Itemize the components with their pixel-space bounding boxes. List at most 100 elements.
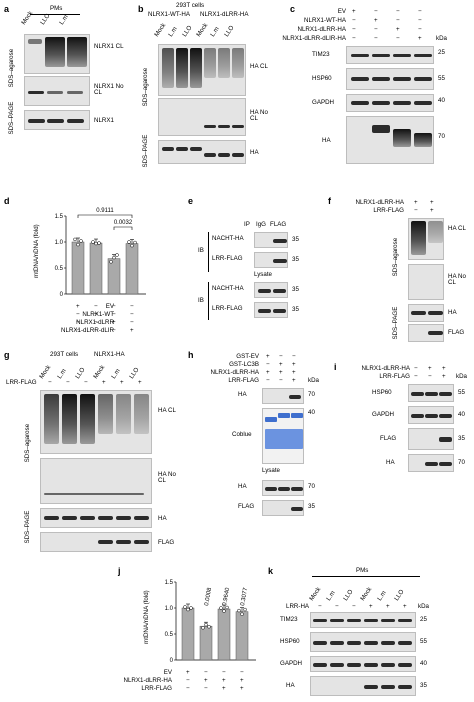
sign: + xyxy=(186,669,190,676)
sign: + xyxy=(222,685,226,692)
sign: + xyxy=(430,199,434,206)
panel-letter: g xyxy=(4,350,10,360)
sign: − xyxy=(112,303,116,310)
y-tick-label: 0.5 xyxy=(165,632,174,638)
sign: + xyxy=(279,369,283,376)
data-point xyxy=(189,606,193,610)
kda-unit: kDa xyxy=(418,603,430,610)
sign: + xyxy=(386,603,390,610)
kda-marker: 70 xyxy=(308,483,315,490)
panel-letter: j xyxy=(118,566,121,576)
sign: − xyxy=(428,373,432,380)
blot-image xyxy=(408,218,444,260)
sign: + xyxy=(204,677,208,684)
blot-label: Coblue xyxy=(232,431,252,438)
data-point xyxy=(219,606,223,610)
condition-label: NLRX1-dLRR-dLIR-HA xyxy=(282,35,346,42)
data-point xyxy=(109,260,113,264)
data-point xyxy=(222,609,226,613)
header-line xyxy=(30,14,80,15)
condition-label: LRR-FLAG xyxy=(373,207,404,214)
sign: + xyxy=(352,8,356,15)
blot-image xyxy=(408,324,444,342)
blot-image xyxy=(346,68,434,90)
blot-header: NLRX1-dLRR-HA xyxy=(200,11,249,18)
condition-label: NLRX1-dLRR-dLIR xyxy=(61,327,114,334)
blot-label: HA CL xyxy=(448,225,466,232)
lane-label: Mock xyxy=(92,363,107,381)
side-label: SDS–PAGE xyxy=(7,101,15,135)
y-tick-label: 0 xyxy=(60,292,64,298)
sign: − xyxy=(94,303,98,310)
blot-image xyxy=(310,676,416,696)
blot-label: NLRX1 No CL xyxy=(94,83,124,97)
kda-marker: 35 xyxy=(292,306,299,313)
sign: + xyxy=(430,207,434,214)
condition-label: NLRX1-WT xyxy=(82,311,114,318)
sign: + xyxy=(396,26,400,33)
ib-label: IB xyxy=(198,247,204,254)
sign: − xyxy=(335,603,339,610)
blot-header: PMs xyxy=(356,567,369,574)
data-point xyxy=(79,239,83,243)
blot-image xyxy=(262,408,304,464)
blot-image xyxy=(254,232,288,248)
panel-letter: a xyxy=(4,4,10,14)
lane-label: Mock xyxy=(153,21,168,39)
data-point xyxy=(73,237,77,242)
blot-image xyxy=(158,98,246,136)
sign: + xyxy=(138,379,142,386)
blot-label: NLRX1 xyxy=(94,117,114,124)
bar xyxy=(217,608,231,661)
data-point xyxy=(225,605,229,610)
data-point xyxy=(76,242,80,247)
blot-image xyxy=(408,406,454,424)
kda-marker: 35 xyxy=(292,286,299,293)
kda-marker: 35 xyxy=(458,435,465,442)
sign: − xyxy=(352,35,356,42)
blot-label: FLAG xyxy=(380,435,397,442)
blot-label: HA xyxy=(386,459,395,466)
sign: − xyxy=(279,377,283,384)
sign: + xyxy=(102,379,106,386)
sign: + xyxy=(292,369,296,376)
condition-label: LRR-HA xyxy=(286,603,310,610)
blot-image xyxy=(158,44,246,96)
lane-label: Mock xyxy=(38,363,53,381)
bar-chart: 0 0.5 1.0 1.5 0.0008 0.9640 0.3077 xyxy=(165,580,256,664)
sign: − xyxy=(94,319,98,326)
lane-label: L.m xyxy=(58,13,70,27)
kda-marker: 55 xyxy=(420,638,427,645)
blot-image xyxy=(40,458,152,504)
kda-unit: kDa xyxy=(436,35,448,42)
condition-label: GST-EV xyxy=(236,353,259,360)
blot-image xyxy=(254,302,288,318)
sign: + xyxy=(94,311,98,318)
lane-label: LLO xyxy=(393,588,406,603)
p-value: 0.9640 xyxy=(222,587,231,607)
sign: + xyxy=(112,319,116,326)
blot-image xyxy=(40,390,152,454)
kda-marker: 55 xyxy=(458,389,465,396)
side-label: SDS–PAGE xyxy=(141,134,149,168)
blot-label: HSP60 xyxy=(280,638,300,645)
sign: − xyxy=(204,685,208,692)
lane-label: Mock xyxy=(359,585,374,603)
kda-marker: 35 xyxy=(292,256,299,263)
blot-image xyxy=(346,116,434,164)
y-tick-label: 1.0 xyxy=(165,606,174,612)
blot-label: HA xyxy=(250,149,259,156)
lane-label: Mock xyxy=(195,21,210,39)
panel-letter: e xyxy=(188,196,194,206)
blot-label: NACHT-HA xyxy=(212,235,244,242)
condition-label: EV xyxy=(337,8,346,15)
sign: − xyxy=(48,379,52,386)
blot-image xyxy=(310,632,416,652)
sign: − xyxy=(418,26,422,33)
blot-image xyxy=(346,94,434,112)
sign: − xyxy=(84,379,88,386)
blot-header: NLRX1-WT-HA xyxy=(148,11,190,18)
blot-image xyxy=(262,500,304,516)
condition-label: GST-LC3B xyxy=(229,361,259,368)
